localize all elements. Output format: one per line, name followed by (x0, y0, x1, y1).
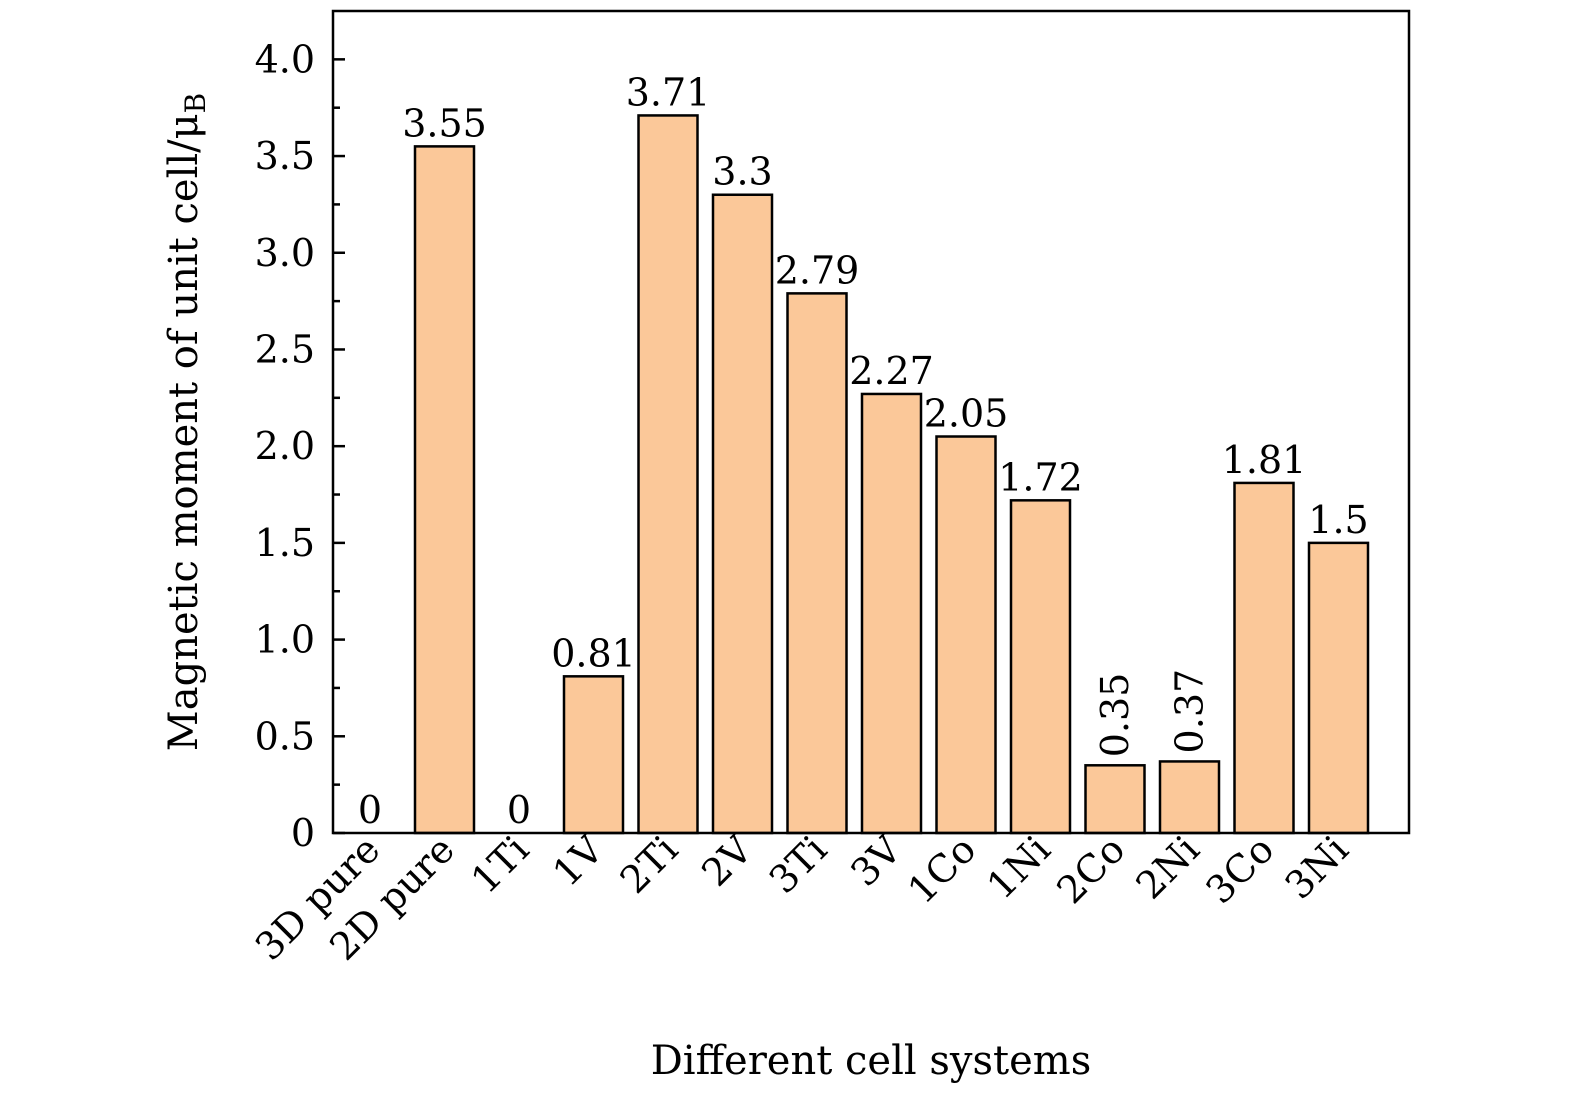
x-axis-title: Different cell systems (651, 1038, 1092, 1084)
bar-value-label: 0 (358, 788, 382, 832)
y-axis-title: Magnetic moment of unit cell/μB (161, 93, 212, 751)
bar-value-label: 0 (507, 788, 531, 832)
bar-value-label: 1.72 (998, 455, 1083, 499)
bar (1233, 481, 1295, 835)
bar (711, 193, 774, 835)
y-axis-tick-labels: 0 0.5 1.0 1.5 2.0 2.5 3.0 3.5 4.0 (255, 37, 315, 855)
bar-value-label: 0.37 (1168, 669, 1212, 754)
x-tick-label: 2V (693, 827, 761, 895)
y-axis-title-main: Magnetic moment of unit cell/ (161, 139, 207, 751)
bar (786, 292, 848, 835)
bar-value-label: 3.3 (712, 150, 772, 194)
bar-value-label: 3.55 (402, 101, 487, 145)
bar (1084, 764, 1146, 835)
y-tick-label: 3.0 (255, 231, 315, 275)
bar-value-label: 0.35 (1093, 673, 1137, 758)
x-tick-label: 1V (544, 827, 612, 895)
y-tick-label: 1.5 (255, 521, 315, 565)
y-axis-ticks (333, 58, 345, 835)
bar-value-label: 2.79 (775, 248, 860, 292)
bar (562, 675, 625, 835)
x-tick-label: 3V (842, 827, 910, 895)
bar (860, 392, 923, 835)
y-tick-label: 2.0 (255, 424, 315, 468)
x-tick-label: 3Co (1197, 827, 1282, 912)
x-tick-label: 2Ni (1128, 827, 1208, 907)
bar-value-label: 1.81 (1222, 438, 1307, 482)
y-tick-label: 3.5 (255, 134, 315, 178)
x-tick-label: 1Ni (979, 827, 1059, 907)
bar (1009, 499, 1072, 835)
x-tick-label: 3Ni (1277, 827, 1357, 907)
bar-value-label: 1.5 (1308, 498, 1368, 542)
y-tick-label: 0.5 (255, 714, 315, 758)
x-tick-label: 1Ti (463, 827, 538, 902)
bars-group (413, 114, 1370, 835)
bar (637, 114, 699, 835)
y-tick-label: 2.5 (255, 327, 315, 371)
x-tick-label: 3Ti (761, 827, 836, 902)
x-tick-label: 2Ti (612, 827, 687, 902)
bar (1307, 541, 1370, 835)
value-labels-group: 0 3.55 0 0.81 3.713.3 2.79 2.272.05 1.72 0.35 0.3… (358, 70, 1369, 832)
bar (413, 145, 476, 835)
x-tick-label: 2Co (1048, 827, 1133, 912)
y-axis-title-unit-subscript: B (179, 93, 212, 114)
x-tick-label: 1Co (899, 827, 984, 912)
y-tick-label: 0 (291, 811, 315, 855)
bar-value-label: 3.71 (626, 70, 711, 114)
bar-value-label: 2.27 (849, 349, 934, 393)
bar-value-label: 0.81 (551, 631, 636, 675)
bar (935, 435, 997, 835)
plot-frame (331, 9, 1411, 835)
y-tick-label: 4.0 (255, 37, 315, 81)
y-tick-label: 1.0 (255, 618, 315, 662)
bar-value-label: 2.05 (924, 392, 1009, 436)
y-axis-title-unit: μ (161, 113, 207, 139)
bar (1158, 760, 1221, 835)
